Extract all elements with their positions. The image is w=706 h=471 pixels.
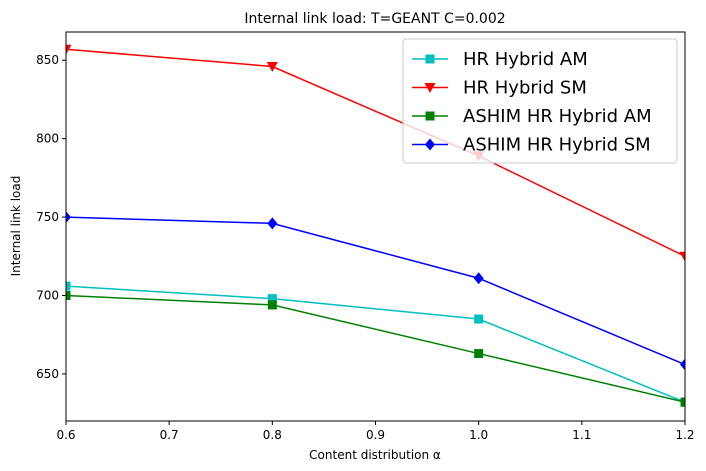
x-tick-label-5: 1.1: [572, 428, 591, 442]
x-tick-label-3: 0.9: [366, 428, 385, 442]
data-point-ashim-hr-hybrid-sm-3: [680, 358, 685, 371]
series-line-hr-hybrid-am: [66, 285, 685, 403]
legend-label-ashim-hr-hybrid-am: ASHIM HR Hybrid AM: [463, 106, 652, 127]
y-axis-label: Internal link load: [9, 176, 23, 277]
data-point-ashim-hr-hybrid-am-0: [66, 291, 71, 301]
data-point-hr-hybrid-am-1: [267, 294, 277, 304]
legend-label-hr-hybrid-sm: HR Hybrid SM: [463, 78, 587, 99]
x-tick-label-0: 0.6: [56, 428, 75, 442]
legend-box: [402, 38, 678, 164]
legend-marker-hr-hybrid-sm: [424, 83, 436, 93]
x-tick-label-4: 1.0: [469, 428, 488, 442]
x-tick-label-1: 0.7: [160, 428, 179, 442]
y-tick-label-1: 700: [36, 289, 59, 303]
data-point-hr-hybrid-sm-3: [679, 251, 685, 262]
data-point-ashim-hr-hybrid-am-3: [680, 397, 685, 407]
data-point-hr-hybrid-sm-1: [266, 62, 278, 73]
series-line-hr-hybrid-sm: [66, 48, 685, 257]
data-point-ashim-hr-hybrid-am-2: [474, 349, 484, 359]
legend-label-hr-hybrid-am: HR Hybrid AM: [463, 49, 588, 70]
legend-marker-ashim-hr-hybrid-sm: [425, 138, 435, 151]
plot-area: 0.6 0.7 0.8 0.9 1.0 1.1 1.2 650 700 750 800 850: [36, 31, 695, 442]
series-line-ashim-hr-hybrid-sm: [66, 216, 685, 366]
series-line-ashim-hr-hybrid-am: [66, 294, 685, 403]
legend-marker-ashim-hr-hybrid-am: [425, 111, 435, 121]
legend: HR Hybrid AM HR Hybrid SM ASHIM HR Hybrid …: [402, 38, 678, 164]
data-point-hr-hybrid-am-0: [66, 281, 71, 291]
data-point-hr-hybrid-am-2: [474, 314, 484, 324]
data-point-ashim-hr-hybrid-sm-2: [473, 272, 484, 285]
chart-title: Internal link load: T=GEANT C=0.002: [244, 11, 505, 27]
legend-label-ashim-hr-hybrid-sm: ASHIM HR Hybrid SM: [463, 135, 651, 156]
x-axis-label: Content distribution α: [309, 448, 441, 462]
y-tick-label-3: 800: [36, 132, 59, 146]
x-tick-label-2: 0.8: [263, 428, 282, 442]
y-tick-label-0: 650: [36, 367, 59, 381]
y-tick-label-4: 850: [36, 53, 59, 67]
x-tick-label-6: 1.2: [675, 428, 694, 442]
legend-marker-hr-hybrid-am: [425, 54, 435, 64]
series-group: [66, 44, 685, 407]
y-tick-label-2: 750: [36, 210, 59, 224]
data-point-ashim-hr-hybrid-am-1: [267, 300, 277, 310]
data-point-hr-hybrid-sm-0: [66, 44, 72, 55]
data-point-ashim-hr-hybrid-sm-0: [66, 211, 71, 224]
data-point-ashim-hr-hybrid-sm-1: [267, 217, 278, 230]
